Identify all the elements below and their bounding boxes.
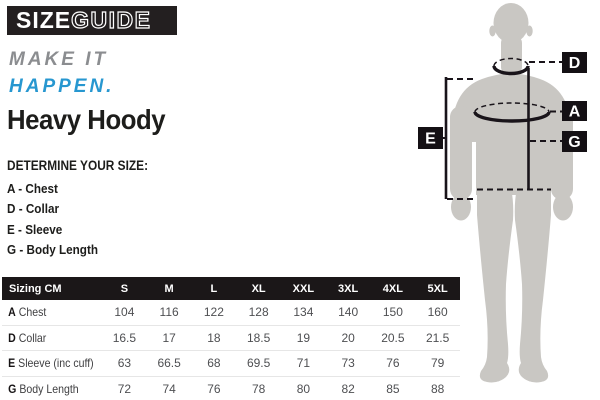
chest-tape-front <box>473 111 551 123</box>
size-value-cell: 66.5 <box>157 356 181 371</box>
marker-g-box <box>562 131 587 152</box>
marker-e-label: E <box>425 131 436 148</box>
size-value-cell: 116 <box>159 305 179 320</box>
logo-size-text: SIZE <box>16 7 72 33</box>
measurement-figure: D A G E <box>418 3 587 383</box>
size-value-cell: 20 <box>341 330 355 345</box>
measurement-key-list: A - Chest D - Collar E - Sleeve G - Body… <box>7 179 98 261</box>
size-value-cell: 150 <box>382 305 403 320</box>
size-value-cell: 20.5 <box>381 330 405 345</box>
marker-d-box <box>562 52 587 73</box>
marker-g-label: G <box>568 134 580 151</box>
measurement-markers: D A G E <box>418 52 587 152</box>
human-silhouette <box>450 3 573 383</box>
tagline-make-it: MAKE IT <box>9 49 109 70</box>
size-value-cell: 76 <box>386 356 400 371</box>
row-label-text: Collar <box>18 330 47 345</box>
list-item-chest: A - Chest <box>7 181 58 196</box>
logo-guide-text: GUIDE <box>71 7 152 33</box>
row-letter: A <box>8 305 16 320</box>
row-label-text: Body Length <box>19 382 79 397</box>
col-header-s: S <box>120 282 129 295</box>
size-value-cell: 69.5 <box>246 356 271 371</box>
row-letter: D <box>8 330 16 345</box>
tagline-happen: HAPPEN. <box>9 76 115 97</box>
col-header-xl: XL <box>251 282 266 295</box>
col-header-l: L <box>210 282 218 295</box>
size-value-cell: 140 <box>338 305 359 320</box>
row-label: E Sleeve (inc cuff) <box>2 356 94 371</box>
collar-tape-back <box>493 57 529 67</box>
list-item-sleeve: E - Sleeve <box>7 221 63 237</box>
size-value-cell: 71 <box>296 356 311 371</box>
row-label-text: Sleeve (inc cuff) <box>18 356 94 371</box>
row-letter: G <box>8 382 17 397</box>
col-header-4xl: 4XL <box>382 282 403 295</box>
size-value-cell: 63 <box>117 356 132 371</box>
size-value-cell: 85 <box>386 382 400 397</box>
determine-heading: DETERMINE YOUR SIZE: <box>7 158 149 173</box>
size-value-cell: 79 <box>430 356 445 371</box>
size-value-cell: 74 <box>162 382 176 397</box>
table-row-collar: D Collar 16.5 17 18 18.5 19 20 20.5 21.5 <box>2 324 460 351</box>
col-header-xxl: XXL <box>292 282 315 295</box>
list-item-collar: D - Collar <box>7 201 60 217</box>
size-value-cell: 21.5 <box>425 330 450 345</box>
size-value-cell: 17 <box>162 330 176 345</box>
measurement-lines <box>443 57 562 200</box>
size-value-cell: 88 <box>430 382 445 397</box>
size-value-cell: 19 <box>296 330 311 345</box>
marker-e-box <box>418 127 443 149</box>
row-label: D Collar <box>2 331 90 345</box>
size-value-cell: 134 <box>293 305 314 320</box>
size-value-cell: 122 <box>203 305 224 320</box>
sizing-table: Sizing CM S M L XL XXL 3XL 4XL 5XL A Che… <box>2 277 460 400</box>
size-value-cell: 18 <box>207 330 221 345</box>
size-value-cell: 18.5 <box>246 330 271 345</box>
size-value-cell: 68 <box>207 356 221 371</box>
row-letter: E <box>8 356 16 371</box>
marker-a-label: A <box>569 104 581 121</box>
size-value-cell: 80 <box>296 382 311 397</box>
size-value-cell: 128 <box>248 305 269 320</box>
size-value-cell: 73 <box>341 356 355 371</box>
brand-logo: SIZE GUIDE <box>7 6 177 35</box>
col-header-5xl: 5XL <box>427 282 448 295</box>
collar-tape-front <box>492 65 530 76</box>
size-value-cell: 104 <box>114 305 135 320</box>
size-value-cell: 76 <box>207 382 221 397</box>
table-row-sleeve: E Sleeve (inc cuff) 63 66.5 68 69.5 71 7… <box>2 350 460 376</box>
size-value-cell: 160 <box>427 305 448 320</box>
size-value-cell: 82 <box>341 382 355 397</box>
size-value-cell: 16.5 <box>112 330 137 345</box>
table-header-row: Sizing CM S M L XL XXL 3XL 4XL 5XL <box>2 277 460 300</box>
size-value-cell: 72 <box>117 382 132 397</box>
table-row-body-length: G Body Length 72 74 76 78 80 82 85 88 <box>2 375 460 400</box>
col-header-m: M <box>164 282 174 295</box>
size-value-cell: 78 <box>251 382 266 397</box>
row-label: A Chest <box>2 305 90 319</box>
product-title: Heavy Hoody <box>7 104 166 135</box>
marker-d-label: D <box>569 55 581 72</box>
table-row-chest: A Chest 104 116 122 128 134 140 150 160 <box>2 300 460 325</box>
row-label: G Body Length <box>2 382 90 396</box>
col-header-sizing-cm: Sizing CM <box>9 282 62 295</box>
marker-a-box <box>562 101 587 121</box>
row-label-text: Chest <box>18 305 47 320</box>
list-item-body-length: G - Body Length <box>7 242 98 258</box>
col-header-3xl: 3XL <box>338 282 359 295</box>
